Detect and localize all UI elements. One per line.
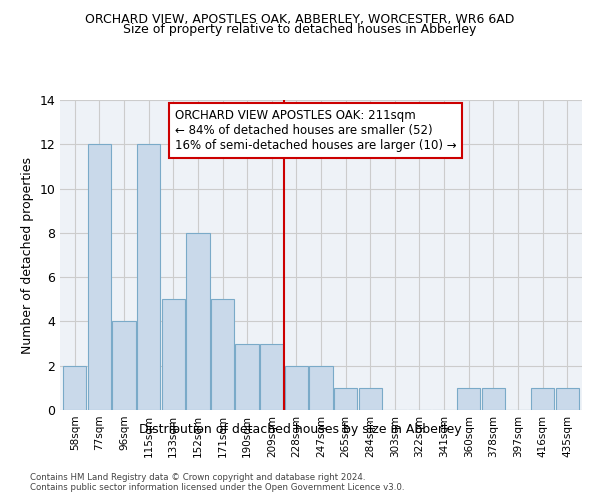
- Bar: [88, 144, 111, 410]
- Bar: [457, 388, 481, 410]
- Bar: [63, 366, 86, 410]
- Bar: [310, 366, 332, 410]
- Text: ORCHARD VIEW, APOSTLES OAK, ABBERLEY, WORCESTER, WR6 6AD: ORCHARD VIEW, APOSTLES OAK, ABBERLEY, WO…: [85, 12, 515, 26]
- Bar: [235, 344, 259, 410]
- Text: Contains HM Land Registry data © Crown copyright and database right 2024.: Contains HM Land Registry data © Crown c…: [30, 472, 365, 482]
- Text: ORCHARD VIEW APOSTLES OAK: 211sqm
← 84% of detached houses are smaller (52)
16% : ORCHARD VIEW APOSTLES OAK: 211sqm ← 84% …: [175, 110, 457, 152]
- Bar: [161, 300, 185, 410]
- Bar: [112, 322, 136, 410]
- Bar: [482, 388, 505, 410]
- Bar: [137, 144, 160, 410]
- Text: Contains public sector information licensed under the Open Government Licence v3: Contains public sector information licen…: [30, 484, 404, 492]
- Bar: [556, 388, 579, 410]
- Bar: [284, 366, 308, 410]
- Bar: [334, 388, 358, 410]
- Bar: [531, 388, 554, 410]
- Bar: [260, 344, 283, 410]
- Text: Distribution of detached houses by size in Abberley: Distribution of detached houses by size …: [139, 422, 461, 436]
- Y-axis label: Number of detached properties: Number of detached properties: [21, 156, 34, 354]
- Bar: [211, 300, 234, 410]
- Bar: [186, 233, 209, 410]
- Text: Size of property relative to detached houses in Abberley: Size of property relative to detached ho…: [124, 22, 476, 36]
- Bar: [359, 388, 382, 410]
